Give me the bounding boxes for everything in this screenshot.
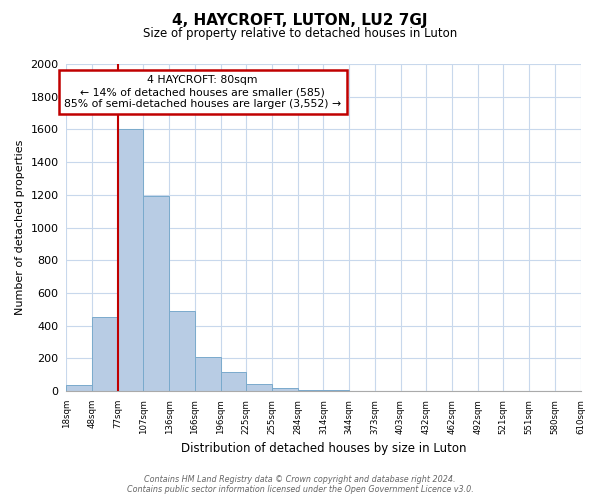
Text: 4, HAYCROFT, LUTON, LU2 7GJ: 4, HAYCROFT, LUTON, LU2 7GJ bbox=[172, 12, 428, 28]
Bar bbox=[246, 384, 272, 391]
Text: Contains HM Land Registry data © Crown copyright and database right 2024.
Contai: Contains HM Land Registry data © Crown c… bbox=[127, 474, 473, 494]
Text: 4 HAYCROFT: 80sqm
← 14% of detached houses are smaller (585)
85% of semi-detache: 4 HAYCROFT: 80sqm ← 14% of detached hous… bbox=[64, 76, 341, 108]
Bar bbox=[323, 390, 349, 391]
Bar bbox=[221, 372, 246, 391]
Bar bbox=[298, 390, 323, 391]
Y-axis label: Number of detached properties: Number of detached properties bbox=[15, 140, 25, 316]
Bar bbox=[195, 357, 221, 391]
Text: Size of property relative to detached houses in Luton: Size of property relative to detached ho… bbox=[143, 28, 457, 40]
Bar bbox=[92, 316, 118, 391]
Bar bbox=[169, 311, 195, 391]
X-axis label: Distribution of detached houses by size in Luton: Distribution of detached houses by size … bbox=[181, 442, 466, 455]
Bar bbox=[67, 386, 92, 391]
Bar bbox=[143, 196, 169, 391]
Bar bbox=[118, 130, 143, 391]
Bar bbox=[272, 388, 298, 391]
